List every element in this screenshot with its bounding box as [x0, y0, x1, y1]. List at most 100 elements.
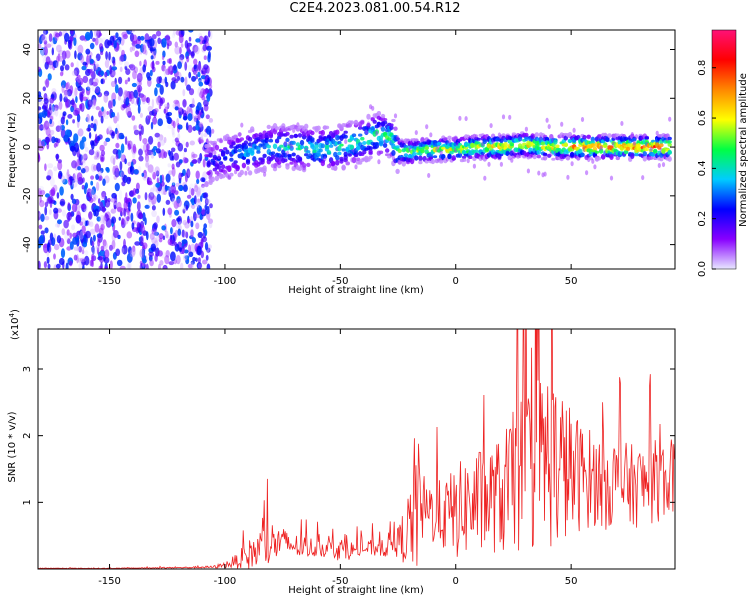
spectrogram-noise-mark	[44, 206, 48, 216]
spectrogram-noise-mark	[161, 38, 167, 48]
spectrogram-signal-mark	[289, 161, 294, 165]
spectrogram-noise-mark	[135, 39, 142, 45]
spectrogram-noise-mark	[89, 228, 96, 235]
spectrogram-noise-mark	[66, 212, 72, 221]
spectrogram-noise-mark	[43, 46, 48, 56]
spectrogram-noise-mark	[67, 202, 71, 210]
spectrogram-noise-mark	[94, 150, 101, 160]
spectrogram-noise-mark	[50, 177, 55, 187]
spectrogram-noise-mark	[94, 37, 99, 46]
spectrogram-noise-mark	[60, 65, 64, 72]
spectrogram-noise-mark	[198, 35, 204, 45]
spectrogram-noise-mark	[81, 136, 87, 143]
spectrogram-noise-mark	[126, 176, 131, 185]
spectrogram-signal-mark	[403, 144, 409, 149]
spectrogram-noise-mark	[159, 98, 164, 107]
spectrogram-noise-mark	[111, 131, 115, 139]
snr-x-ticks: -150 -100 -50 0 50	[98, 329, 578, 587]
spectrogram-noise-mark	[195, 257, 198, 262]
spectrogram-signal-mark	[293, 133, 298, 139]
spectrogram-noise-mark	[86, 188, 93, 198]
spectrogram-noise-mark	[170, 184, 177, 194]
spectrogram-noise-mark	[140, 225, 146, 234]
colorbar: 0.0 0.2 0.4 0.6 0.8 Normalized spectral ampl…	[697, 29, 749, 277]
spectrogram-noise-mark	[84, 250, 89, 256]
spectrogram-signal-mark	[227, 166, 232, 172]
spectrogram-noise-mark	[191, 204, 196, 210]
spectrogram-noise-mark	[88, 211, 93, 220]
spectrogram-noise-mark	[171, 167, 176, 177]
spectrogram-noise-mark	[149, 47, 156, 52]
spectrogram-noise-mark	[113, 40, 117, 49]
spectrogram-noise-mark	[38, 118, 41, 124]
spectrogram-noise-mark	[100, 223, 105, 231]
spectrogram-noise-mark	[201, 208, 206, 216]
spectrogram-noise-mark	[128, 201, 131, 212]
spectrogram-signal-mark	[565, 156, 571, 161]
spectrogram-noise-mark	[74, 50, 77, 60]
spectrogram-noise-mark	[38, 66, 41, 72]
spectrogram-noise-mark	[195, 213, 201, 219]
spectrogram-noise-mark	[134, 241, 141, 246]
spectrogram-noise-mark	[157, 250, 163, 257]
spectrogram-noise-mark	[125, 97, 130, 106]
snr-series-line	[38, 329, 675, 569]
spectrogram-signal-mark	[351, 156, 357, 163]
spectrogram-signal-mark	[304, 123, 309, 130]
spectrogram-noise-mark	[48, 195, 54, 204]
spectrogram-signal-mark	[289, 134, 294, 139]
spectrogram-noise-mark	[120, 97, 124, 106]
x-tick-label: -100	[214, 576, 237, 587]
spectrogram-noise-mark	[73, 67, 80, 76]
spectrogram-noise-mark	[143, 169, 147, 179]
spectrogram-noise-mark	[129, 30, 136, 33]
spectrogram-noise-mark	[185, 141, 189, 148]
spectrogram-noise-mark	[159, 139, 166, 146]
spectrogram-noise-mark	[54, 244, 60, 251]
spectrogram-signal-mark	[420, 148, 425, 154]
spectrogram-signal-mark	[468, 155, 473, 159]
spectrogram-noise-mark	[151, 66, 156, 73]
spectrogram-signal-mark	[418, 160, 423, 165]
spectrogram-noise-mark	[114, 165, 119, 172]
spectrogram-noise-mark	[197, 231, 203, 239]
spectrogram-signal-mark	[368, 149, 373, 154]
spectrogram-noise-mark	[125, 192, 128, 202]
spectrogram-signal-mark	[314, 144, 319, 149]
spectrogram-noise-mark	[168, 261, 175, 266]
spectrogram-signal-mark	[291, 140, 296, 145]
spectrogram-noise-mark	[154, 166, 160, 176]
spectrogram-noise-mark	[60, 175, 66, 184]
spectrogram-noise-mark	[192, 44, 199, 53]
spectrogram-noise-mark	[105, 137, 111, 142]
spectrogram-noise-mark	[177, 61, 183, 69]
spectrogram-noise-mark	[155, 182, 160, 188]
spectrogram-signal-mark	[378, 150, 384, 155]
spectrogram-noise-mark	[154, 87, 158, 97]
spectrogram-halo-mark	[668, 116, 672, 122]
spectrogram-noise-mark	[200, 177, 206, 183]
spectrogram-noise-mark	[125, 68, 131, 75]
spectrogram-noise-mark	[148, 251, 154, 257]
spectrogram-noise-mark	[182, 99, 187, 108]
spectrogram-noise-mark	[147, 76, 152, 81]
spectrogram-noise-mark	[63, 89, 68, 96]
spectrogram-noise-mark	[180, 185, 183, 191]
spectrogram-noise-mark	[109, 65, 112, 75]
spectrogram-noise-mark	[111, 239, 116, 250]
spectrogram-noise-mark	[84, 147, 89, 152]
spectrogram-noise-mark	[99, 144, 105, 152]
spectrogram-noise-mark	[151, 237, 158, 244]
spectrogram-noise-mark	[150, 151, 155, 159]
spectrogram-noise-mark	[40, 213, 45, 222]
chart-title: C2E4.2023.081.00.54.R12	[289, 1, 461, 16]
spectrogram-noise-mark	[112, 148, 119, 155]
colorbar-label: Normalized spectral amplitude	[738, 73, 749, 227]
spectrogram-noise-mark	[60, 124, 65, 131]
spectrogram-signal-mark	[299, 144, 305, 150]
spectrogram-signal-mark	[430, 158, 436, 165]
spectrogram-signal-mark	[385, 153, 390, 157]
spectrogram-noise-mark	[198, 81, 204, 87]
spectrogram-halo-mark	[487, 161, 491, 167]
spectrogram-noise-mark	[39, 195, 42, 203]
